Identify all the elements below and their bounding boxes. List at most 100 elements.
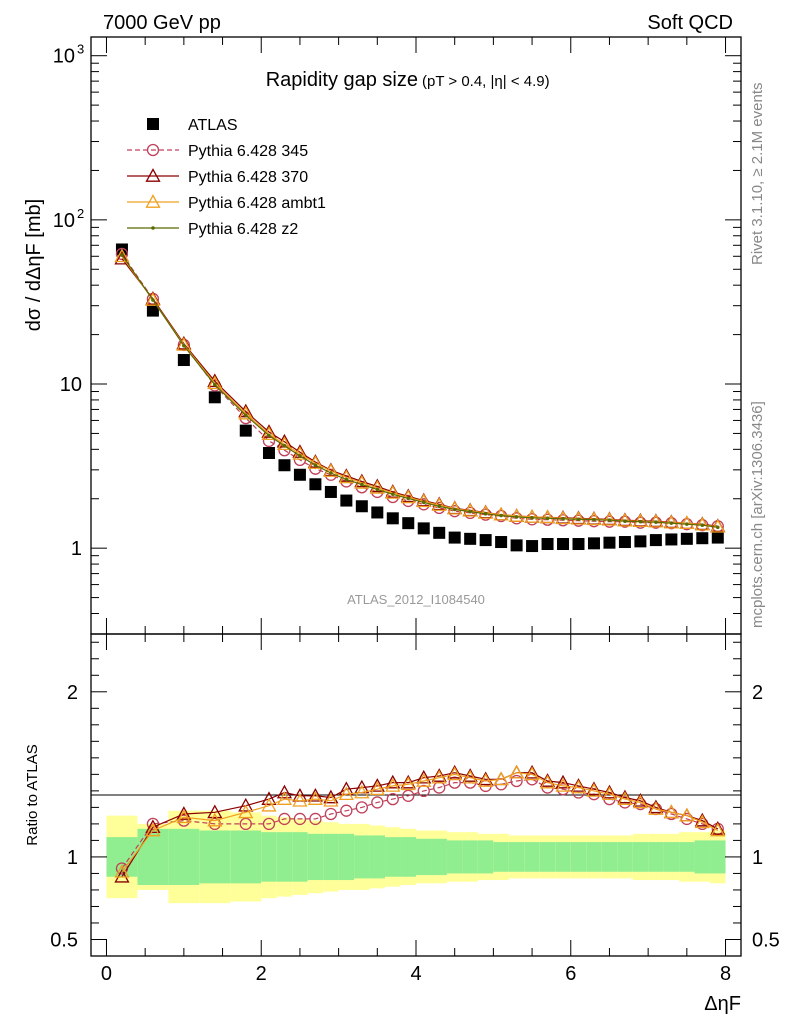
data-point	[267, 434, 271, 438]
x-tick-label: 8	[720, 963, 731, 985]
data-point	[681, 533, 693, 545]
inner-band	[648, 842, 663, 872]
data-point	[314, 463, 318, 467]
y-tick-label: 10	[60, 374, 82, 396]
y-axis-label: dσ / dΔηF [mb]	[23, 199, 45, 331]
inner-band	[695, 840, 710, 873]
data-point	[542, 538, 554, 550]
inner-band	[493, 842, 508, 872]
ratio-y-tick-label: 0.5	[50, 929, 78, 951]
x-tick-label: 6	[565, 963, 576, 985]
ratio-point	[510, 766, 523, 778]
data-point	[588, 537, 600, 549]
inner-band	[230, 831, 261, 884]
data-point	[546, 517, 550, 521]
data-point	[309, 478, 321, 490]
ratio-y-tick-label-right: 1	[752, 847, 763, 869]
x-axis-label: ΔηF	[704, 993, 741, 1015]
analysis-watermark: ATLAS_2012_I1084540	[347, 592, 485, 607]
inner-band	[447, 840, 462, 873]
data-point	[608, 518, 612, 522]
legend-marker	[147, 196, 160, 208]
data-point	[453, 508, 457, 512]
data-point	[406, 497, 410, 501]
data-point	[623, 519, 627, 523]
inner-band	[679, 842, 694, 872]
data-point	[213, 383, 217, 387]
x-tick-label: 4	[410, 963, 421, 985]
data-point	[356, 500, 368, 512]
data-point	[480, 534, 492, 546]
data-point	[278, 459, 290, 471]
data-point	[515, 515, 519, 519]
data-point	[360, 483, 364, 487]
data-point	[263, 447, 275, 459]
inner-band	[308, 834, 323, 880]
legend-label: Pythia 6.428 370	[188, 169, 308, 186]
data-point	[325, 486, 337, 498]
data-point	[120, 253, 124, 257]
data-point	[665, 533, 677, 545]
data-point	[178, 354, 190, 366]
ratio-y-tick-label: 2	[67, 682, 78, 704]
data-point	[530, 516, 534, 520]
data-point	[244, 413, 248, 417]
inner-band	[617, 842, 632, 872]
inner-band	[168, 829, 199, 885]
data-point	[685, 522, 689, 526]
data-point	[634, 535, 646, 547]
legend-label: Pythia 6.428 345	[188, 143, 308, 160]
inner-band	[137, 829, 168, 885]
ratio-point	[510, 766, 523, 778]
data-point	[433, 527, 445, 539]
data-point	[418, 522, 430, 534]
data-point	[592, 518, 596, 522]
data-point	[654, 520, 658, 524]
inner-band	[277, 832, 292, 882]
series-2	[115, 252, 724, 531]
data-point	[391, 492, 395, 496]
legend: ATLASPythia 6.428 345Pythia 6.428 370Pyt…	[127, 117, 326, 238]
data-point	[298, 454, 302, 458]
inner-band	[664, 842, 679, 872]
inner-band	[710, 840, 725, 873]
data-point	[603, 537, 615, 549]
series-line-4	[122, 255, 718, 527]
data-point	[449, 532, 461, 544]
data-point	[484, 512, 488, 516]
data-point	[650, 534, 662, 546]
ratio-panel: 0.50.5112202468 Ratio to ATLAS	[24, 634, 780, 985]
main-panel: 110102103 Rapidity gap size (pT > 0.4, |…	[23, 37, 741, 634]
inner-band	[431, 839, 446, 875]
inner-band	[509, 842, 524, 872]
data-point	[511, 539, 523, 551]
y-tick-label-exponent: 2	[77, 206, 84, 221]
inner-band	[586, 842, 601, 872]
data-point	[495, 536, 507, 548]
inner-band	[401, 837, 416, 877]
legend-marker	[147, 118, 159, 130]
y-tick-label-exponent: 3	[77, 42, 84, 57]
series-1	[116, 248, 723, 531]
y-tick-label: 10	[53, 46, 75, 68]
inner-band	[555, 842, 570, 872]
inner-band	[633, 842, 648, 872]
inner-band	[199, 831, 230, 884]
inner-band	[339, 834, 354, 880]
data-point	[209, 391, 221, 403]
inner-band	[370, 835, 385, 878]
inner-band	[385, 837, 400, 877]
inner-band	[540, 842, 555, 872]
series-3	[115, 250, 724, 532]
data-point	[557, 538, 569, 550]
ratio-y-tick-label-right: 2	[752, 682, 763, 704]
inner-band	[478, 840, 493, 873]
legend-label: Pythia 6.428 z2	[188, 221, 298, 238]
chart-title: Rapidity gap size	[266, 69, 418, 91]
data-point	[499, 514, 503, 518]
inner-band	[261, 832, 276, 882]
series-4	[120, 253, 719, 529]
inner-band	[416, 839, 431, 875]
x-tick-label: 2	[256, 963, 267, 985]
